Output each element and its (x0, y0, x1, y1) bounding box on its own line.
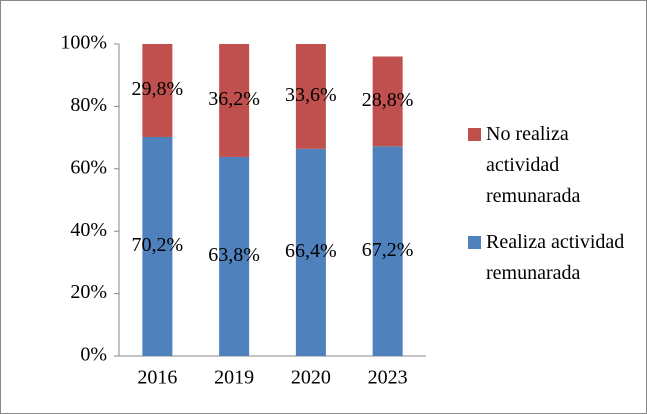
bar-segment (142, 136, 173, 356)
y-tick-label: 20% (70, 281, 107, 303)
x-tick-label: 2016 (137, 367, 177, 389)
data-label: 63,8% (208, 244, 260, 266)
x-tick-label: 2020 (291, 367, 331, 389)
data-label: 67,2% (362, 239, 414, 261)
y-tick-label: 100% (60, 32, 107, 54)
legend-item: No realiza actividad remunarada (468, 119, 638, 212)
data-label: 36,2% (208, 88, 260, 110)
bar-segment (372, 146, 403, 356)
data-label: 28,8% (362, 89, 414, 111)
legend-swatch (468, 236, 481, 249)
y-tick-label: 60% (70, 156, 107, 178)
bar-segment (219, 156, 250, 356)
legend-swatch (468, 128, 481, 141)
bar-segment (295, 44, 326, 149)
y-tick-label: 40% (70, 219, 107, 241)
legend-item: Realiza actividad remunarada (468, 227, 638, 289)
data-label: 29,8% (132, 78, 184, 100)
data-label: 66,4% (285, 240, 337, 262)
legend-label: Realiza actividad remunarada (486, 231, 625, 284)
legend-label: No realiza actividad remunarada (486, 123, 581, 207)
x-tick-label: 2019 (214, 367, 254, 389)
bar-segment (219, 44, 250, 157)
bar-segment (142, 44, 173, 137)
x-tick-label: 2023 (368, 367, 408, 389)
data-label: 70,2% (132, 234, 184, 256)
y-tick-label: 0% (80, 344, 107, 366)
y-tick-label: 80% (70, 94, 107, 116)
bar-segment (295, 148, 326, 356)
bar-segment (372, 56, 403, 147)
data-label: 33,6% (285, 84, 337, 106)
